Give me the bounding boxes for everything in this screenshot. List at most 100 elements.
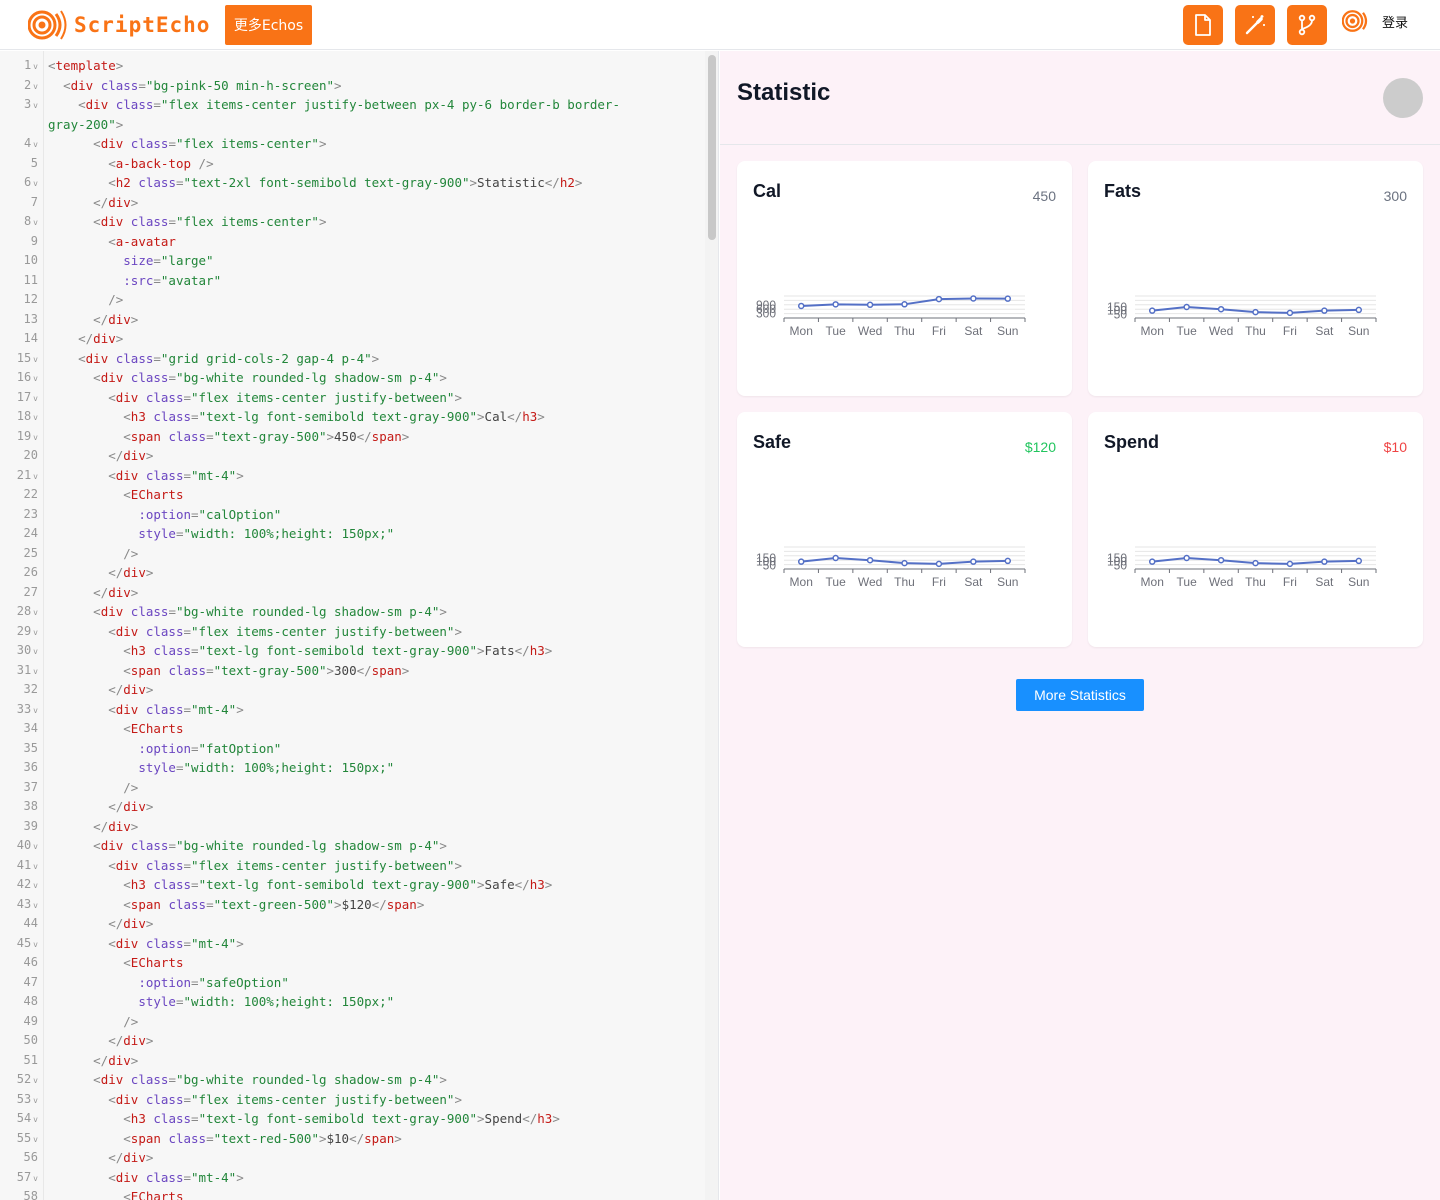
code-line[interactable]: <div class="flex items-center">: [48, 212, 708, 232]
code-editor[interactable]: 1 v 2 v 3 v 4 v 5 6 v 7 8 v 9 10 11 12 13 14 15 v 16 v 17 v 18 v 19 v…: [0, 51, 719, 1200]
code-line[interactable]: </div>: [48, 563, 708, 583]
code-line[interactable]: <div class="mt-4">: [48, 934, 708, 954]
fold-chevron-icon[interactable]: v: [33, 1115, 38, 1124]
login-link[interactable]: 登录: [1382, 15, 1409, 31]
code-line[interactable]: </div>: [48, 1148, 708, 1168]
code-line[interactable]: <h3 class="text-lg font-semibold text-gr…: [48, 641, 708, 661]
data-point[interactable]: [1148, 558, 1156, 565]
code-line[interactable]: </div>: [48, 797, 708, 817]
more-echos-button[interactable]: 更多Echos: [225, 5, 312, 45]
code-line[interactable]: <div class="mt-4">: [48, 1168, 708, 1188]
code-line[interactable]: <div class="flex items-center justify-be…: [48, 1090, 708, 1110]
code-line[interactable]: :src="avatar": [48, 271, 708, 291]
data-point[interactable]: [1355, 557, 1363, 565]
data-point[interactable]: [1355, 306, 1363, 314]
code-line[interactable]: <div class="grid grid-cols-2 gap-4 p-4">: [48, 349, 708, 369]
data-point[interactable]: [866, 556, 874, 564]
code-line[interactable]: <ECharts: [48, 953, 708, 973]
fold-chevron-icon[interactable]: v: [33, 140, 38, 149]
code-line[interactable]: </div>: [48, 680, 708, 700]
code-line[interactable]: <h3 class="text-lg font-semibold text-gr…: [48, 407, 708, 427]
fold-chevron-icon[interactable]: v: [33, 1134, 38, 1144]
code-line[interactable]: <span class="text-red-500">$10</span>: [48, 1129, 708, 1149]
data-point[interactable]: [797, 302, 805, 310]
data-point[interactable]: [1321, 307, 1328, 314]
code-line[interactable]: :option="safeOption": [48, 973, 708, 993]
fold-chevron-icon[interactable]: v: [33, 432, 38, 442]
code-line[interactable]: <div class="flex items-center">: [48, 134, 708, 154]
data-point[interactable]: [832, 554, 839, 562]
code-line[interactable]: :option="calOption": [48, 505, 708, 525]
code-line[interactable]: />: [48, 1012, 708, 1032]
data-point[interactable]: [935, 560, 943, 568]
code-line[interactable]: <span class="text-gray-500">300</span>: [48, 661, 708, 681]
code-line[interactable]: </div>: [48, 329, 708, 349]
file-button[interactable]: [1183, 5, 1223, 45]
fold-chevron-icon[interactable]: v: [33, 900, 38, 910]
fold-chevron-icon[interactable]: v: [33, 939, 38, 949]
code-line[interactable]: <div class="bg-white rounded-lg shadow-s…: [48, 836, 708, 856]
code-line[interactable]: </div>: [48, 583, 708, 603]
scrollbar-thumb[interactable]: [708, 55, 716, 240]
code-line[interactable]: <a-back-top />: [48, 154, 708, 174]
more-statistics-button[interactable]: More Statistics: [1016, 679, 1144, 711]
fold-chevron-icon[interactable]: v: [33, 881, 38, 890]
code-line[interactable]: </div>: [48, 914, 708, 934]
fold-chevron-icon[interactable]: v: [33, 1173, 38, 1183]
code-line[interactable]: </div>: [48, 817, 708, 837]
fold-chevron-icon[interactable]: v: [33, 62, 38, 71]
fold-chevron-icon[interactable]: v: [33, 101, 38, 110]
fold-chevron-icon[interactable]: v: [33, 666, 38, 676]
code-line[interactable]: <div class="flex items-center justify-be…: [48, 622, 708, 642]
fold-chevron-icon[interactable]: v: [33, 842, 38, 851]
data-point[interactable]: [970, 558, 977, 565]
fold-chevron-icon[interactable]: v: [33, 471, 38, 481]
fold-chevron-icon[interactable]: v: [33, 218, 38, 227]
avatar[interactable]: [1383, 78, 1423, 118]
fold-chevron-icon[interactable]: v: [33, 647, 38, 656]
data-point[interactable]: [832, 301, 839, 308]
fold-chevron-icon[interactable]: v: [33, 179, 38, 188]
code-line[interactable]: />: [48, 544, 708, 564]
code-line[interactable]: <ECharts: [48, 1187, 708, 1200]
code-line[interactable]: <div class="flex items-center justify-be…: [48, 95, 708, 115]
fold-chevron-icon[interactable]: v: [33, 627, 38, 637]
code-line[interactable]: style="width: 100%;height: 150px;": [48, 524, 708, 544]
code-line[interactable]: <div class="flex items-center justify-be…: [48, 388, 708, 408]
data-point[interactable]: [1321, 558, 1328, 565]
code-line[interactable]: </div>: [48, 1051, 708, 1071]
code-line[interactable]: <div class="bg-white rounded-lg shadow-s…: [48, 368, 708, 388]
fold-chevron-icon[interactable]: v: [33, 1095, 38, 1105]
code-line[interactable]: <div class="bg-white rounded-lg shadow-s…: [48, 1070, 708, 1090]
data-point[interactable]: [901, 559, 908, 567]
data-point[interactable]: [1217, 556, 1225, 564]
code-line[interactable]: <span class="text-green-500">$120</span>: [48, 895, 708, 915]
code-line[interactable]: <template>: [48, 56, 708, 76]
data-point[interactable]: [1183, 303, 1190, 311]
data-point[interactable]: [1004, 557, 1012, 565]
data-point[interactable]: [1217, 305, 1225, 313]
code-line[interactable]: />: [48, 778, 708, 798]
data-point[interactable]: [1252, 308, 1259, 316]
code-line[interactable]: </div>: [48, 310, 708, 330]
branch-button[interactable]: [1287, 5, 1327, 45]
fold-chevron-icon[interactable]: v: [33, 1076, 38, 1085]
code-line[interactable]: </div>: [48, 1031, 708, 1051]
code-line[interactable]: <h3 class="text-lg font-semibold text-gr…: [48, 875, 708, 895]
data-point[interactable]: [866, 301, 874, 309]
fold-chevron-icon[interactable]: v: [33, 354, 38, 364]
fold-chevron-icon[interactable]: v: [33, 81, 38, 91]
data-point[interactable]: [1183, 554, 1190, 562]
code-line[interactable]: <div class="flex items-center justify-be…: [48, 856, 708, 876]
data-point[interactable]: [970, 295, 977, 302]
fold-chevron-icon[interactable]: v: [33, 374, 38, 383]
code-line[interactable]: <div class="mt-4">: [48, 700, 708, 720]
editor-scrollbar[interactable]: [705, 51, 718, 1200]
fold-chevron-icon[interactable]: v: [33, 413, 38, 422]
fold-chevron-icon[interactable]: v: [33, 608, 38, 617]
fold-chevron-icon[interactable]: v: [33, 861, 38, 871]
data-point[interactable]: [901, 301, 908, 308]
code-line[interactable]: gray-200">: [48, 115, 708, 135]
data-point[interactable]: [797, 558, 805, 565]
code-line[interactable]: :option="fatOption": [48, 739, 708, 759]
